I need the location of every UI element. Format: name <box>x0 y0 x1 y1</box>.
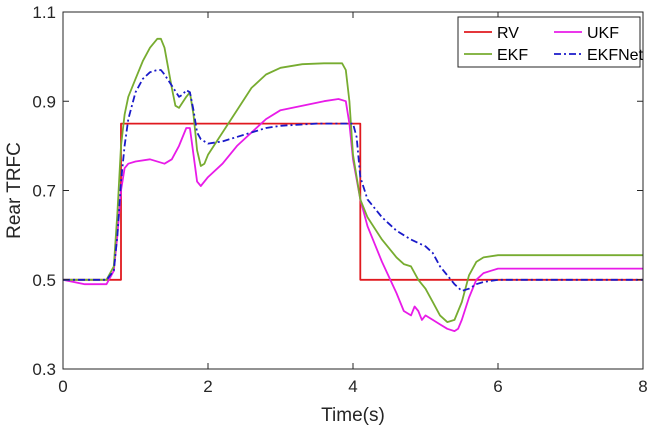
y-tick-label: 0.9 <box>32 92 56 111</box>
series-layer <box>63 37 643 332</box>
x-tick-label: 6 <box>493 377 502 396</box>
x-axis-label: Time(s) <box>321 405 385 426</box>
x-tick-label: 2 <box>203 377 212 396</box>
x-tick-label: 0 <box>58 377 67 396</box>
legend-label-rv: RV <box>497 25 519 42</box>
series-line-ekf <box>63 37 643 323</box>
series-line-ukf <box>63 98 643 332</box>
x-tick-label: 4 <box>348 377 357 396</box>
y-tick-label: 0.3 <box>32 360 56 379</box>
series-line-rv <box>63 122 643 281</box>
y-tick-label: 0.5 <box>32 271 56 290</box>
x-tick-label: 8 <box>638 377 647 396</box>
y-tick-label: 1.1 <box>32 3 56 22</box>
legend: RV UKF EKF EKFNet <box>457 16 644 68</box>
legend-box <box>457 16 641 68</box>
legend-label-ekfnet: EKFNet <box>587 47 644 64</box>
legend-label-ukf: UKF <box>587 25 619 42</box>
y-tick-label: 0.7 <box>32 182 56 201</box>
ticks-layer: 0 2 4 6 8 0.3 0.5 0.7 0.9 1.1 <box>32 3 647 396</box>
y-axis-label: Rear TRFC <box>4 142 25 239</box>
series-line-ekfnet <box>63 69 643 292</box>
legend-label-ekf: EKF <box>497 47 528 64</box>
plot-area <box>63 12 643 369</box>
